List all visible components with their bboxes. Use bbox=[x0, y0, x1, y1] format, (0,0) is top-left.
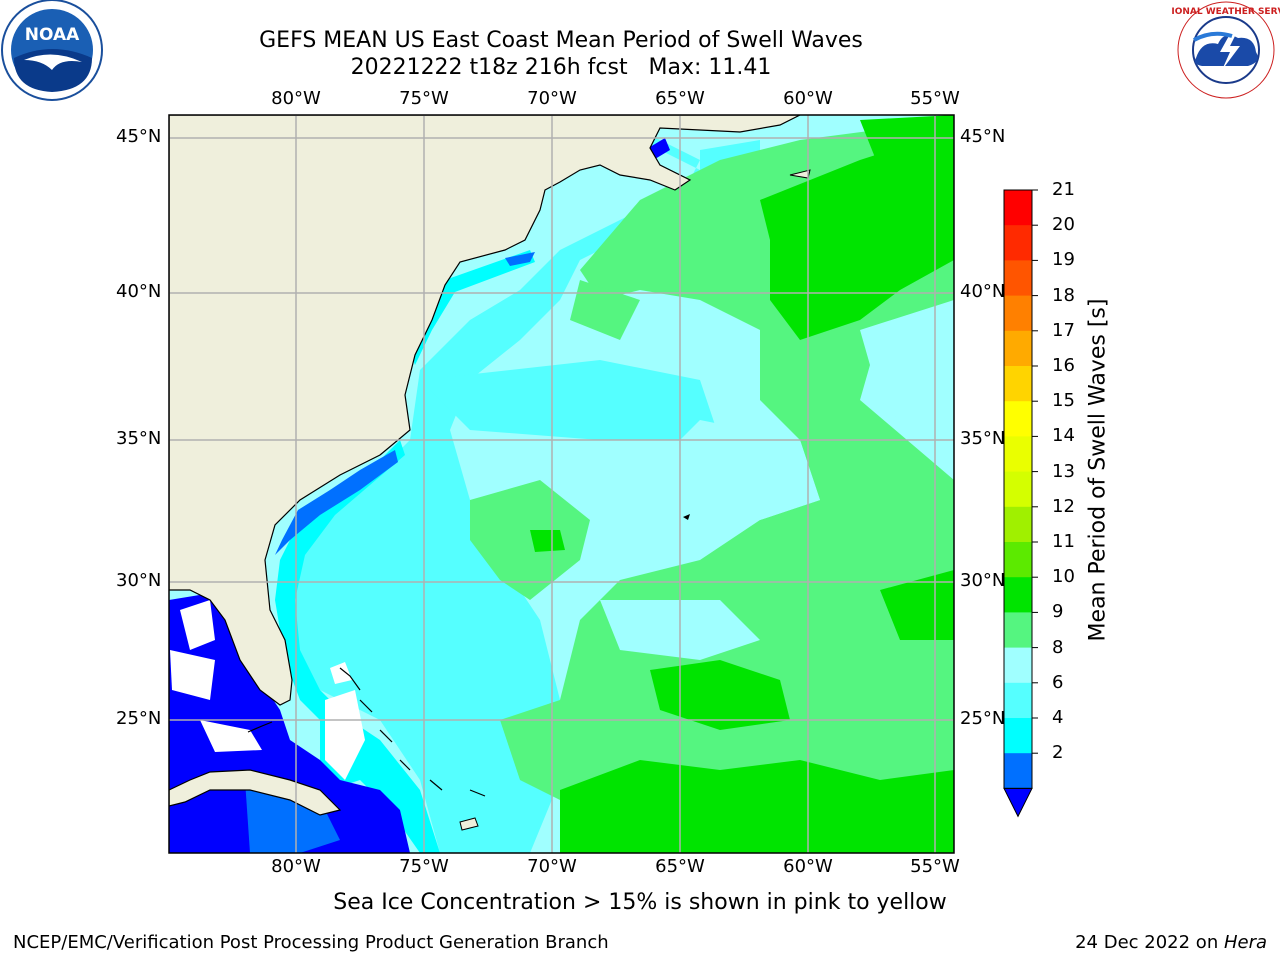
colorbar-label-12: 12 bbox=[1052, 495, 1075, 517]
colorbar-label-6: 6 bbox=[1052, 671, 1064, 693]
colorbar-segment-8 bbox=[1004, 471, 1032, 508]
land-north-america bbox=[169, 115, 801, 706]
lat-label-right-30n: 30°N bbox=[960, 570, 1006, 591]
lon-label-bottom-70w: 70°W bbox=[527, 856, 577, 877]
footer-producer: NCEP/EMC/Verification Post Processing Pr… bbox=[13, 932, 609, 953]
sea-ice-note: Sea Ice Concentration > 15% is shown in … bbox=[333, 890, 947, 915]
colorbar-label-2: 2 bbox=[1052, 742, 1064, 764]
footer-machine: Hera bbox=[1223, 932, 1267, 953]
colorbar-segment-13 bbox=[1004, 647, 1032, 684]
lat-label-left-35n: 35°N bbox=[116, 428, 162, 449]
nodata-bahamas bbox=[325, 690, 365, 780]
colorbar-label-8: 8 bbox=[1052, 636, 1064, 658]
colorbar-label-9: 9 bbox=[1052, 601, 1064, 623]
colorbar-segment-9 bbox=[1004, 506, 1032, 543]
lon-label-top-75w: 75°W bbox=[399, 88, 449, 109]
nodata-bahamas-2 bbox=[330, 662, 352, 684]
lightcyan-patch-1 bbox=[660, 420, 820, 520]
nodata-gulf-3 bbox=[200, 720, 262, 752]
caribbean-blue bbox=[245, 780, 340, 853]
lon-label-top-55w: 55°W bbox=[910, 88, 960, 109]
lon-label-top-70w: 70°W bbox=[527, 88, 577, 109]
map-subtitle: 20221222 t18z 216h fcst Max: 11.41 bbox=[350, 55, 772, 80]
bahamas-islands bbox=[247, 667, 486, 797]
lon-label-bottom-80w: 80°W bbox=[271, 856, 321, 877]
graticule bbox=[169, 115, 954, 853]
green-patch-small bbox=[570, 280, 640, 340]
land-bermuda bbox=[683, 514, 690, 520]
land-hispaniola bbox=[459, 817, 479, 831]
colorbar-segment-7 bbox=[1004, 436, 1032, 473]
lon-label-bottom-75w: 75°W bbox=[399, 856, 449, 877]
colorbar-segment-16 bbox=[1004, 753, 1032, 789]
colorbar-segment-11 bbox=[1004, 577, 1032, 613]
lat-label-right-45n: 45°N bbox=[960, 126, 1006, 147]
noaa-logo-text: NOAA bbox=[25, 25, 80, 45]
colorbar-label-14: 14 bbox=[1052, 425, 1075, 447]
colorbar-segment-1 bbox=[1004, 225, 1032, 261]
blue-nearshore-se bbox=[275, 450, 398, 555]
colorbar-segment-0 bbox=[1004, 190, 1032, 226]
colorbar bbox=[1003, 189, 1038, 818]
lat-label-left-45n: 45°N bbox=[116, 126, 162, 147]
colorbar-label-11: 11 bbox=[1052, 531, 1075, 552]
bright-green-south bbox=[560, 760, 954, 853]
bright-green-dot bbox=[530, 530, 565, 552]
lat-label-right-25n: 25°N bbox=[960, 708, 1006, 729]
land-cuba bbox=[169, 769, 342, 816]
colorbar-label-19: 19 bbox=[1052, 249, 1075, 271]
land-sable-island bbox=[789, 169, 811, 179]
lat-label-right-35n: 35°N bbox=[960, 428, 1006, 449]
colorbar-segment-15 bbox=[1004, 718, 1032, 754]
blue-nearshore-ny bbox=[505, 252, 535, 266]
lightcyan-patch-3 bbox=[860, 300, 954, 480]
colorbar-label-16: 16 bbox=[1052, 355, 1075, 376]
lon-label-top-65w: 65°W bbox=[655, 88, 705, 109]
map-frame bbox=[168, 114, 955, 854]
lon-label-bottom-55w: 55°W bbox=[910, 856, 960, 877]
colorbar-segment-12 bbox=[1004, 612, 1032, 649]
colorbar-segment-6 bbox=[1004, 401, 1032, 437]
lat-label-left-40n: 40°N bbox=[116, 281, 162, 302]
nodata-gulf-1 bbox=[180, 600, 215, 650]
colorbar-segment-2 bbox=[1004, 260, 1032, 297]
colorbar-segment-14 bbox=[1004, 682, 1032, 719]
lon-label-top-80w: 80°W bbox=[271, 88, 321, 109]
colorbar-label-17: 17 bbox=[1052, 319, 1075, 341]
lon-label-bottom-60w: 60°W bbox=[783, 856, 833, 877]
colorbar-segment-10 bbox=[1004, 542, 1032, 578]
colorbar-segment-4 bbox=[1004, 330, 1032, 367]
green-patch-central bbox=[470, 480, 590, 600]
colorbar-under-triangle bbox=[1003, 787, 1033, 818]
lat-label-right-40n: 40°N bbox=[960, 281, 1006, 302]
lat-label-left-30n: 30°N bbox=[116, 570, 162, 591]
cyan-patch-mid bbox=[420, 360, 720, 440]
nodata-gulf-2 bbox=[170, 650, 215, 700]
colorbar-label-13: 13 bbox=[1052, 460, 1075, 482]
colorbar-label-10: 10 bbox=[1052, 566, 1075, 588]
colorbar-segment-5 bbox=[1004, 366, 1032, 402]
lat-label-left-25n: 25°N bbox=[116, 708, 162, 729]
colorbar-label-4: 4 bbox=[1052, 707, 1064, 728]
cyan-band bbox=[290, 130, 700, 853]
colorbar-label-18: 18 bbox=[1052, 284, 1075, 306]
colorbar-title: Mean Period of Swell Waves [s] bbox=[1085, 298, 1111, 642]
footer-date-text: 24 Dec 2022 on bbox=[1075, 932, 1224, 953]
nws-logo: NATIONAL WEATHER SERVICE bbox=[1151, 0, 1280, 108]
bright-green-patch-1 bbox=[650, 660, 790, 730]
lon-label-top-60w: 60°W bbox=[783, 88, 833, 109]
colorbar-label-20: 20 bbox=[1052, 214, 1075, 236]
colorbar-label-21: 21 bbox=[1052, 179, 1075, 200]
colorbar-frame bbox=[1003, 189, 1033, 789]
map-title: GEFS MEAN US East Coast Mean Period of S… bbox=[259, 28, 863, 53]
colorbar-segment-3 bbox=[1004, 295, 1032, 332]
lon-label-bottom-65w: 65°W bbox=[655, 856, 705, 877]
bright-green-corner bbox=[860, 115, 954, 170]
nws-logo-text: NATIONAL WEATHER SERVICE bbox=[1172, 7, 1280, 17]
footer-date: 24 Dec 2022 on Hera bbox=[1075, 932, 1267, 953]
colorbar-label-15: 15 bbox=[1052, 390, 1075, 412]
noaa-logo: NOAA bbox=[0, 0, 110, 114]
